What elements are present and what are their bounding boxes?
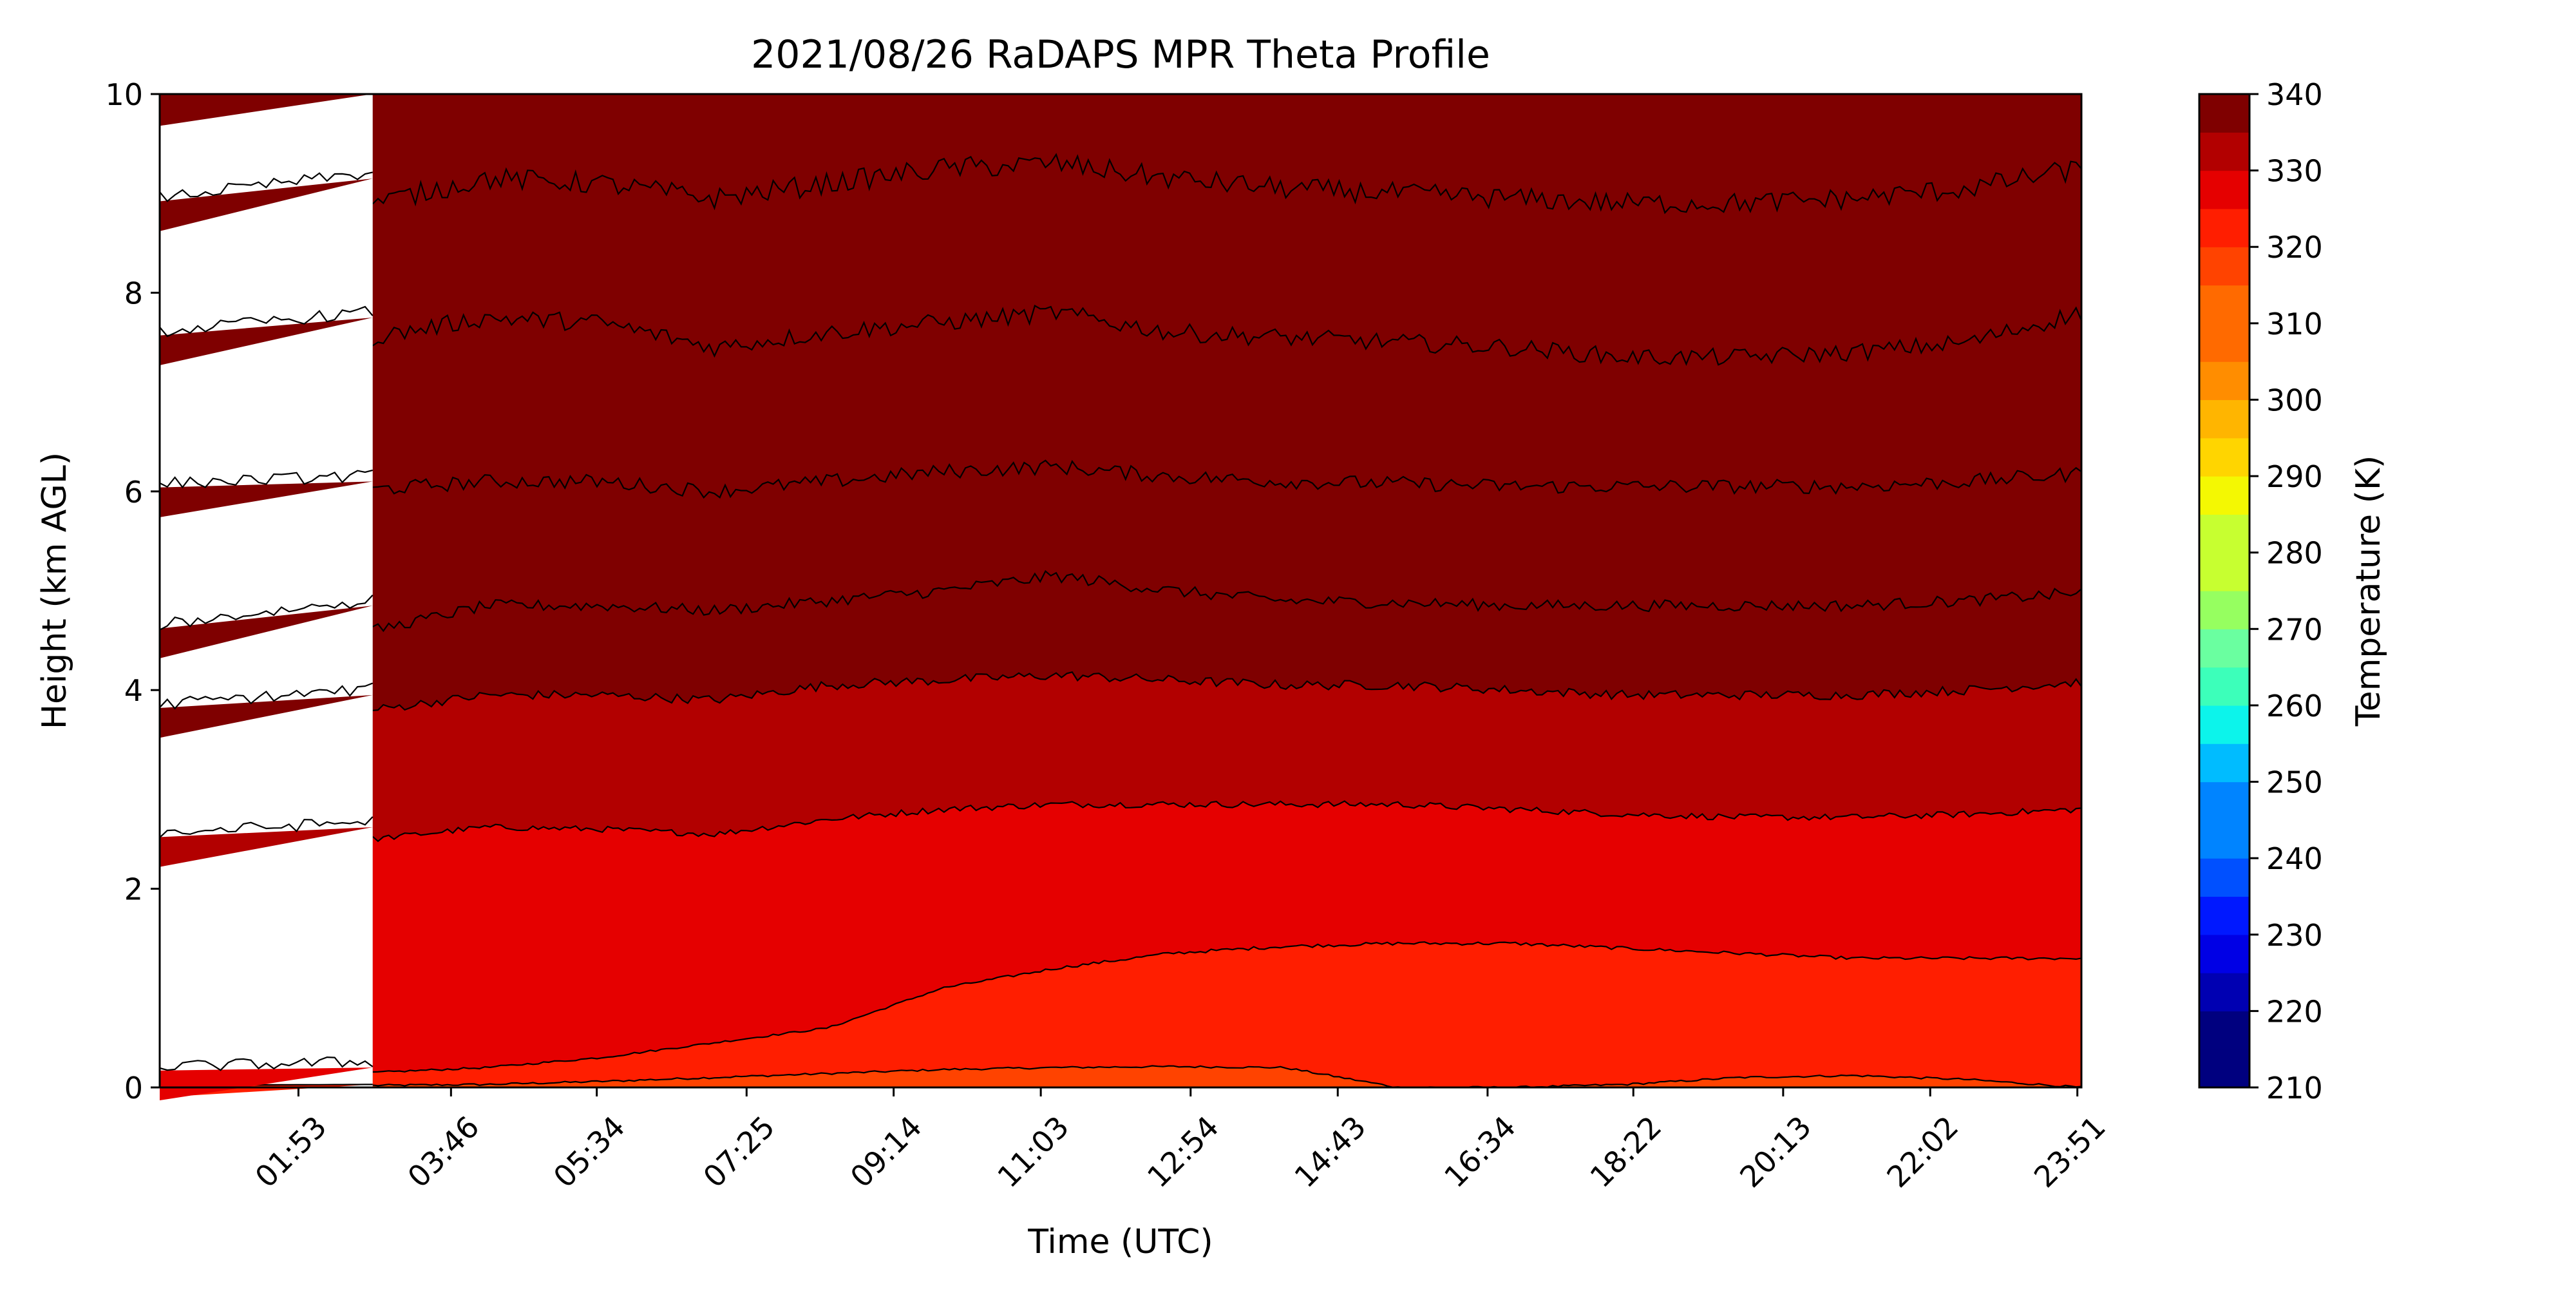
colorbar-segment — [2199, 858, 2249, 897]
gap-contour-325 — [159, 469, 373, 489]
colorbar-tick-label: 250 — [2266, 765, 2323, 800]
colorbar-segment — [2199, 705, 2249, 744]
x-tick-label: 03:46 — [401, 1109, 486, 1194]
contour-line-315 — [372, 671, 2081, 711]
colorbar-tick-label: 270 — [2266, 612, 2323, 647]
colorbar-segment — [2199, 170, 2249, 209]
colorbar-tick-label: 240 — [2266, 841, 2323, 876]
contour-line-330 — [372, 304, 2081, 366]
colorbar-frame — [2198, 93, 2251, 1089]
data-gap-region — [160, 95, 373, 1087]
colorbar-tick-label: 320 — [2266, 230, 2323, 265]
y-tick-label: 4 — [124, 673, 143, 708]
x-tick-label: 18:22 — [1583, 1109, 1668, 1194]
colorbar: 210 220 230 240 250 260 270 280 290 300 310 320 330 3… — [2198, 77, 2323, 1105]
x-tick-label: 07:25 — [696, 1109, 781, 1194]
contour-line-300 — [372, 1065, 2081, 1087]
contour-line-320 — [372, 569, 2081, 633]
gap-wedge-330 — [160, 317, 373, 365]
gap-contour-320 — [159, 594, 374, 631]
colorbar-segment — [2199, 132, 2249, 171]
colorbar-tick-label: 300 — [2266, 383, 2323, 417]
colorbar-label: Temperature (K) — [2349, 455, 2388, 727]
plot-area — [160, 94, 2081, 1087]
colorbar-tick-label: 210 — [2266, 1071, 2323, 1105]
gap-wedge-335 — [160, 178, 373, 231]
chart-title: 2021/08/26 RaDAPS MPR Theta Profile — [751, 32, 1490, 77]
colorbar-tick-label: 340 — [2266, 77, 2323, 112]
gap-wedge-top — [160, 94, 373, 126]
colorbar-segment — [2199, 247, 2249, 286]
colorbar-segment — [2199, 781, 2249, 821]
y-tick-label: 2 — [124, 872, 143, 907]
contour-line-305 — [372, 941, 2081, 1073]
y-tick-label: 8 — [124, 276, 143, 311]
colorbar-segment — [2199, 973, 2249, 1011]
plot-frame — [158, 93, 2083, 1089]
colorbar-segment — [2199, 743, 2249, 783]
gap-contour-305 — [159, 1056, 374, 1071]
colorbar-segment — [2199, 591, 2249, 629]
x-tick-label: 23:51 — [2027, 1109, 2112, 1194]
colorbar-segment — [2199, 1049, 2249, 1088]
contour-lines — [372, 153, 2081, 1087]
colorbar-segment — [2199, 629, 2249, 668]
x-axis-label: Time (UTC) — [1027, 1223, 1213, 1261]
colorbar-segment — [2199, 323, 2249, 362]
x-tick-label: 11:03 — [990, 1109, 1075, 1194]
colorbar-tick-label: 230 — [2266, 918, 2323, 953]
x-tick-label: 16:34 — [1437, 1109, 1522, 1194]
colorbar-tick-label: 290 — [2266, 459, 2323, 494]
colorbar-segment — [2199, 819, 2249, 859]
gap-wedge-305 — [160, 1067, 373, 1101]
contour-line-335 — [372, 153, 2081, 215]
gap-contour-330 — [159, 305, 374, 338]
y-tick-label: 0 — [124, 1071, 143, 1105]
gap-wedge-320 — [160, 606, 373, 658]
band-below-300 — [372, 1066, 2081, 1087]
y-axis: 0 2 4 6 8 10 — [105, 77, 160, 1105]
x-tick-label: 09:14 — [844, 1109, 929, 1194]
x-tick-label: 22:02 — [1880, 1109, 1965, 1194]
gap-contour-315 — [159, 682, 374, 710]
colorbar-segment — [2199, 896, 2249, 935]
x-tick-label: 14:43 — [1287, 1109, 1372, 1194]
colorbar-tick-label: 260 — [2266, 689, 2323, 723]
y-tick-label: 6 — [124, 475, 143, 510]
y-tick-label: 10 — [105, 77, 143, 112]
colorbar-tick-label: 220 — [2266, 994, 2323, 1029]
colorbar-tick-label: 310 — [2266, 307, 2323, 341]
gap-contour-335 — [159, 171, 373, 202]
y-axis-label: Height (km AGL) — [35, 452, 74, 729]
gap-wedge-325 — [160, 481, 373, 517]
colorbar-segment — [2199, 667, 2249, 706]
gap-wedge-315 — [160, 694, 373, 738]
colorbar-segment — [2199, 361, 2249, 401]
colorbar-segment — [2199, 476, 2249, 515]
gap-wedge-310 — [160, 827, 373, 867]
colorbar-segment — [2199, 285, 2249, 324]
x-tick-label: 01:53 — [249, 1109, 334, 1194]
contour-line-325 — [372, 459, 2081, 499]
x-tick-label: 20:13 — [1733, 1109, 1818, 1194]
x-tick-label: 05:34 — [547, 1109, 632, 1194]
gap-contour-310 — [159, 816, 374, 838]
colorbar-segment — [2199, 437, 2249, 477]
colorbar-segment — [2199, 399, 2249, 439]
colorbar-segment — [2199, 934, 2249, 973]
contour-line-310 — [372, 800, 2081, 843]
x-axis: 01:53 03:46 05:34 07:25 09:14 11:03 12:54 14:43… — [249, 1087, 2112, 1194]
band-below-305 — [372, 942, 2081, 1087]
colorbar-tick-label: 330 — [2266, 154, 2323, 189]
colorbar-segment — [2199, 94, 2249, 133]
colorbar-segment — [2199, 208, 2249, 247]
colorbar-tick-label: 280 — [2266, 536, 2323, 571]
colorbar-segment — [2199, 1011, 2249, 1050]
x-tick-label: 12:54 — [1141, 1109, 1226, 1194]
colorbar-segment — [2199, 514, 2249, 553]
colorbar-segment — [2199, 552, 2249, 591]
